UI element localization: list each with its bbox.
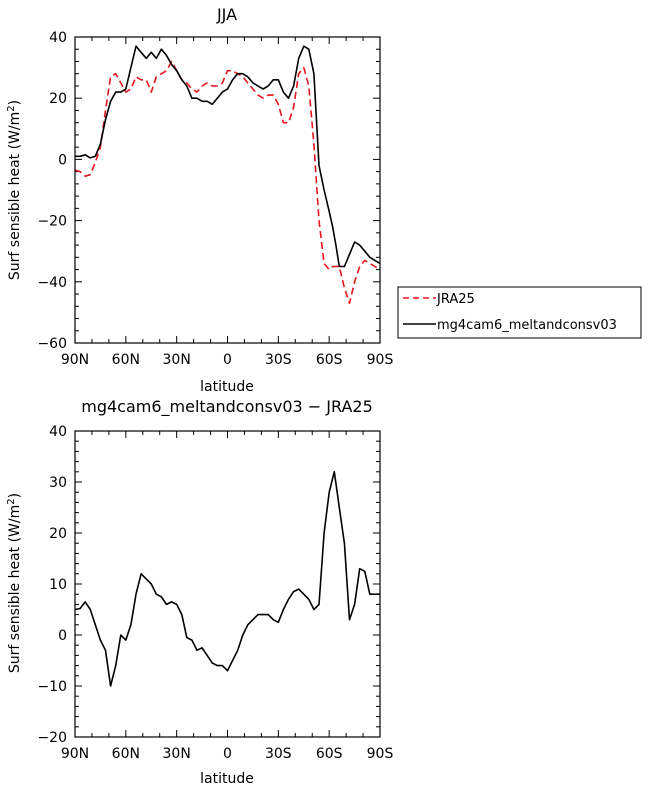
x-tick-label: 60N	[112, 352, 140, 368]
y-tick-label: −20	[37, 214, 67, 230]
bottom-chart-plot-frame	[74, 430, 381, 738]
x-tick-label: 30N	[163, 352, 191, 368]
x-tick-label: 60S	[316, 746, 343, 762]
y-tick-label: 0	[58, 628, 67, 644]
x-tick-label: 0	[223, 352, 232, 368]
bottom-chart-title: mg4cam6_meltandconsv03 − JRA25	[81, 397, 373, 417]
y-tick-label: −20	[37, 730, 67, 746]
y-tick-label: −40	[37, 275, 67, 291]
top-chart: JJA latitude Surf sensible heat (W/m2) 9…	[6, 5, 393, 395]
y-tick-label: 0	[58, 152, 67, 168]
legend-label-jra25: JRA25	[436, 292, 475, 307]
y-tick-label: 10	[49, 577, 67, 593]
x-tick-label: 0	[223, 746, 232, 762]
x-tick-label: 90N	[61, 746, 89, 762]
x-tick-label: 90S	[367, 352, 394, 368]
bottom-chart-x-axis-label: latitude	[200, 771, 254, 787]
top-chart-title: JJA	[216, 5, 237, 24]
y-tick-label: −60	[37, 336, 67, 352]
y-tick-label: 30	[49, 475, 67, 491]
series-line-jra25	[74, 60, 381, 305]
legend-label-mg4cam6: mg4cam6_meltandconsv03	[437, 318, 617, 333]
x-tick-label: 30N	[163, 746, 191, 762]
y-tick-label: −10	[37, 679, 67, 695]
y-tick-label: 40	[49, 30, 67, 46]
top-chart-x-axis-label: latitude	[200, 379, 254, 395]
top-chart-plot-frame	[74, 36, 381, 344]
series-line-mg4cam6-meltandconsv03-jra25	[74, 470, 380, 687]
bottom-chart-y-axis-label: Surf sensible heat (W/m2)	[6, 493, 23, 673]
x-tick-label: 60S	[316, 352, 343, 368]
x-tick-label: 90S	[367, 746, 394, 762]
x-tick-label: 30S	[265, 746, 292, 762]
y-tick-label: 20	[49, 526, 67, 542]
chart-legend: JRA25 mg4cam6_meltandconsv03	[397, 286, 642, 339]
legend-box	[397, 286, 642, 339]
x-tick-label: 90N	[61, 352, 89, 368]
y-tick-label: 20	[49, 91, 67, 107]
x-tick-label: 60N	[112, 746, 140, 762]
x-tick-label: 30S	[265, 352, 292, 368]
y-tick-label: 40	[49, 424, 67, 440]
series-line-mg4cam6-meltandconsv03	[75, 45, 381, 268]
bottom-chart: mg4cam6_meltandconsv03 − JRA25 latitude …	[6, 397, 393, 787]
top-chart-y-axis-label: Surf sensible heat (W/m2)	[6, 100, 23, 280]
